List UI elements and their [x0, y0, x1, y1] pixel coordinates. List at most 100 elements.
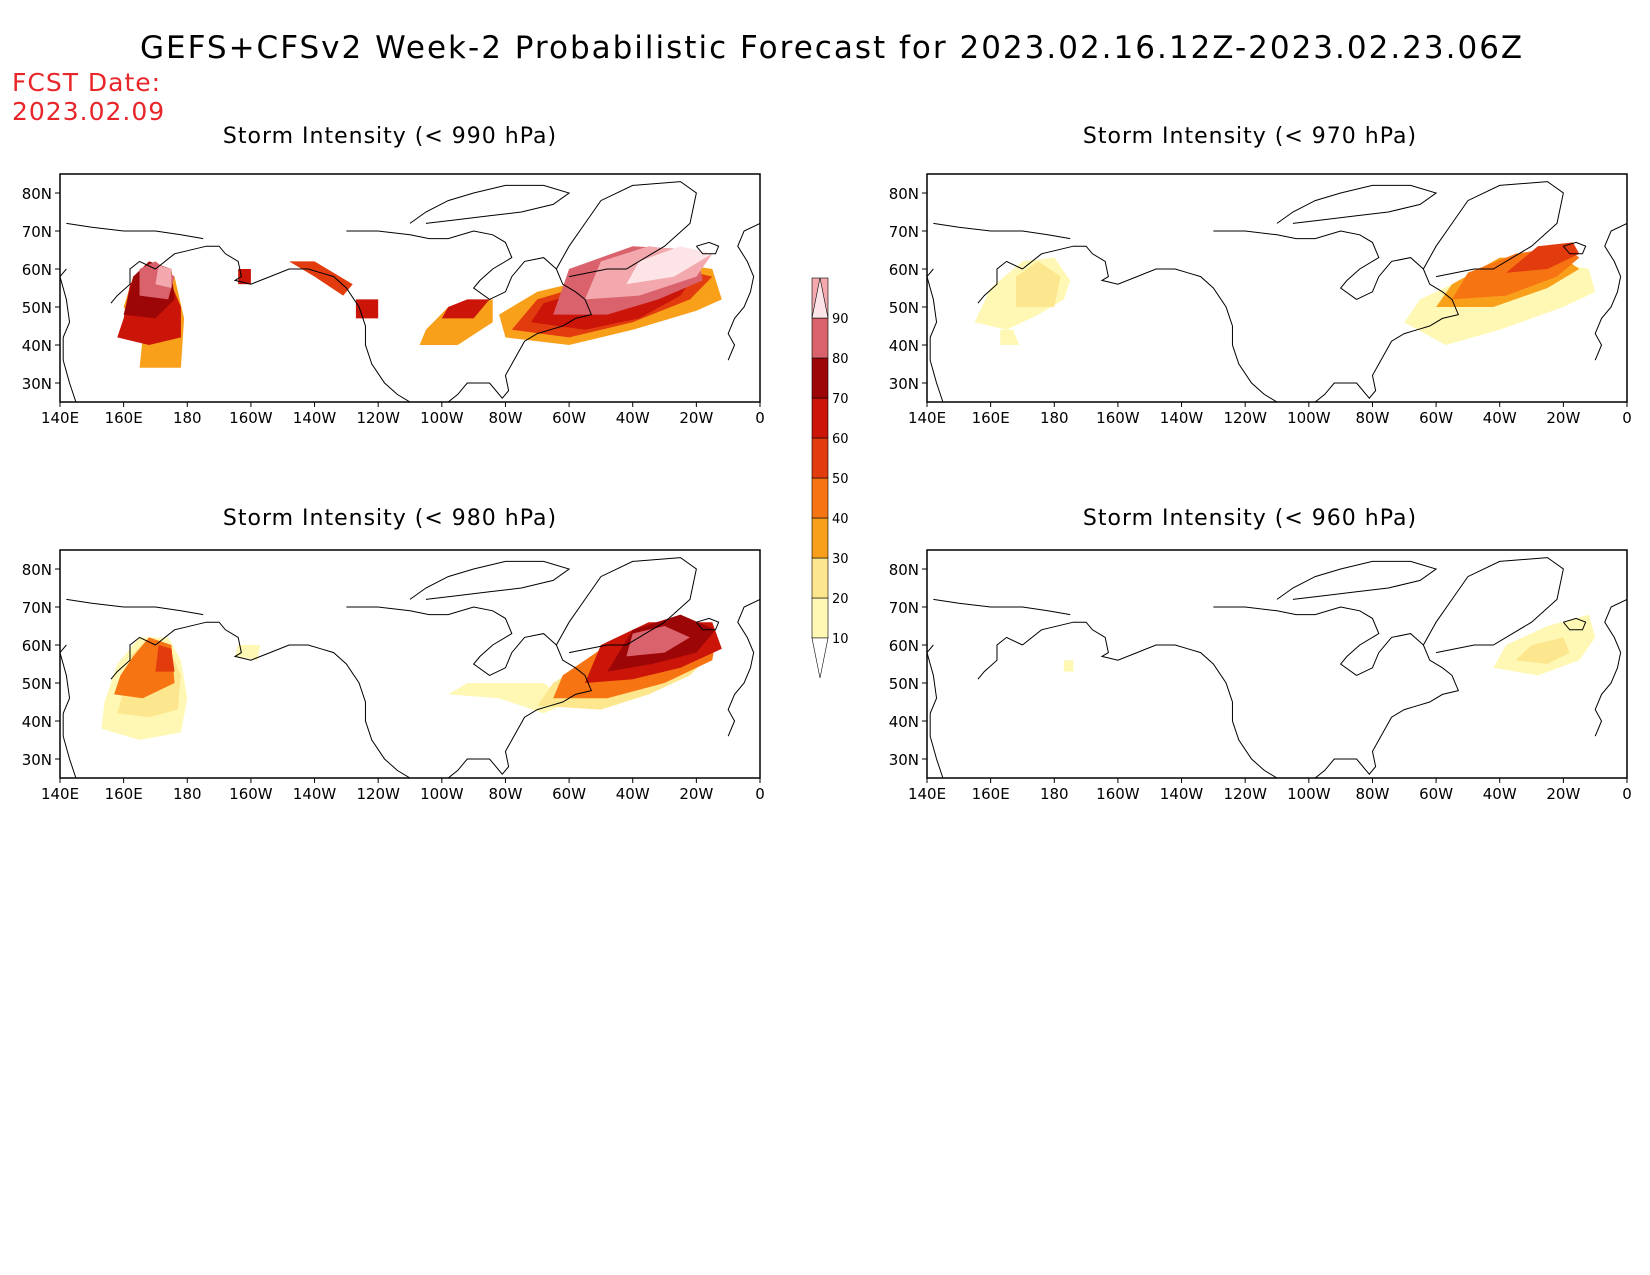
latitude-tick-label: 30N [889, 375, 919, 393]
map-frame [926, 173, 1628, 403]
longitude-tick-label: 100W [420, 409, 464, 427]
latitude-tick-label: 60N [889, 261, 919, 279]
latitude-tick-label: 60N [889, 637, 919, 655]
longitude-tick-label: 0 [755, 409, 765, 427]
colorbar-segment [811, 397, 829, 439]
latitude-tick-label: 70N [889, 223, 919, 241]
probability-region [1515, 637, 1570, 664]
coastline [346, 230, 557, 300]
coastline [1422, 181, 1564, 278]
panel-title-960: Storm Intensity (< 960 hPa) [1082, 506, 1418, 531]
latitude-tick-label: 60N [22, 637, 52, 655]
coastline [346, 606, 557, 676]
longitude-tick-label: 140E [908, 785, 946, 803]
coastline [409, 184, 571, 224]
longitude-tick-label: 0 [1622, 785, 1632, 803]
coastline [1022, 245, 1278, 402]
forecast-date-label: FCST Date: [12, 68, 162, 97]
coastline [927, 644, 944, 778]
figure-title: GEFS+CFSv2 Week-2 Probabilistic Forecast… [140, 30, 1525, 66]
coastline [1594, 598, 1627, 737]
latitude-tick-label: 80N [22, 561, 52, 579]
longitude-tick-label: 140W [293, 785, 337, 803]
colorbar-segment [811, 357, 829, 399]
probability-region [238, 269, 251, 285]
coastline [1276, 560, 1438, 600]
longitude-tick-label: 80W [488, 409, 522, 427]
coastline [1213, 230, 1424, 300]
latitude-tick-label: 80N [889, 185, 919, 203]
colorbar: 10 20 30 40 50 60 70 80 90 [811, 277, 849, 679]
longitude-tick-label: 180 [173, 409, 202, 427]
coastline [977, 260, 1023, 304]
coastline [555, 557, 697, 654]
longitude-tick-label: 120W [1223, 785, 1267, 803]
probability-region [626, 246, 713, 285]
panel-title-970: Storm Intensity (< 970 hPa) [1082, 124, 1418, 149]
latitude-tick-label: 80N [22, 185, 52, 203]
longitude-tick-label: 20W [1546, 409, 1580, 427]
longitude-tick-label: 40W [1483, 785, 1517, 803]
colorbar-label: 90 [832, 312, 849, 327]
longitude-tick-label: 40W [1483, 409, 1517, 427]
longitude-tick-label: 180 [1040, 785, 1069, 803]
map-frame [59, 549, 761, 779]
latitude-tick-label: 50N [889, 675, 919, 693]
colorbar-label: 80 [832, 352, 849, 367]
probability-region [1016, 261, 1061, 307]
panel-title-980: Storm Intensity (< 980 hPa) [222, 506, 558, 531]
longitude-tick-label: 20W [679, 409, 713, 427]
map-panel-p960: 140E 160E 180 160W 140W 120W 100W 80W 60W 40W 20W 0… [889, 549, 1632, 803]
coastline [1314, 644, 1460, 778]
coastline [933, 222, 1071, 240]
coastline [1276, 184, 1438, 224]
colorbar-bottom-triangle [811, 637, 829, 679]
longitude-tick-label: 60W [1419, 409, 1453, 427]
longitude-tick-label: 180 [1040, 409, 1069, 427]
coastline [1022, 621, 1278, 778]
latitude-tick-label: 50N [22, 675, 52, 693]
probability-region [155, 645, 175, 672]
coastline [927, 268, 944, 402]
longitude-tick-label: 100W [1287, 409, 1331, 427]
colorbar-top-triangle [811, 277, 829, 319]
latitude-tick-label: 50N [22, 299, 52, 317]
panel-title-990: Storm Intensity (< 990 hPa) [222, 124, 558, 149]
latitude-tick-label: 40N [22, 337, 52, 355]
latitude-tick-label: 40N [889, 713, 919, 731]
probability-region [289, 261, 353, 296]
coastline [110, 636, 156, 680]
map-panel-p990: 140E 160E 180 160W 140W 120W 100W 80W 60W 40W 20W 0… [22, 173, 765, 427]
colorbar-label: 70 [832, 392, 849, 407]
probability-region [1063, 660, 1074, 672]
latitude-tick-label: 30N [22, 751, 52, 769]
longitude-tick-label: 160W [1096, 785, 1140, 803]
coastline [727, 222, 760, 361]
latitude-tick-label: 70N [889, 599, 919, 617]
coastline [155, 245, 411, 402]
probability-region [626, 626, 690, 657]
colorbar-label: 60 [832, 432, 849, 447]
coastline [555, 181, 697, 278]
coastline [60, 268, 77, 402]
forecast-date-block: FCST Date: 2023.02.09 [12, 68, 165, 126]
coastline [1213, 606, 1424, 676]
longitude-tick-label: 0 [1622, 409, 1632, 427]
map-frame [59, 173, 761, 403]
longitude-tick-label: 140E [41, 409, 79, 427]
colorbar-label: 10 [832, 632, 849, 647]
coastline [409, 560, 571, 600]
longitude-tick-label: 100W [1287, 785, 1331, 803]
colorbar-segment [811, 517, 829, 559]
coastline [727, 598, 760, 737]
latitude-tick-label: 30N [22, 375, 52, 393]
colorbar-segment [811, 477, 829, 519]
colorbar-label: 30 [832, 552, 849, 567]
coastline [66, 222, 204, 240]
longitude-tick-label: 140W [1160, 785, 1204, 803]
coastline [1314, 268, 1460, 402]
longitude-tick-label: 120W [356, 785, 400, 803]
longitude-tick-label: 20W [679, 785, 713, 803]
colorbar-label: 40 [832, 512, 849, 527]
